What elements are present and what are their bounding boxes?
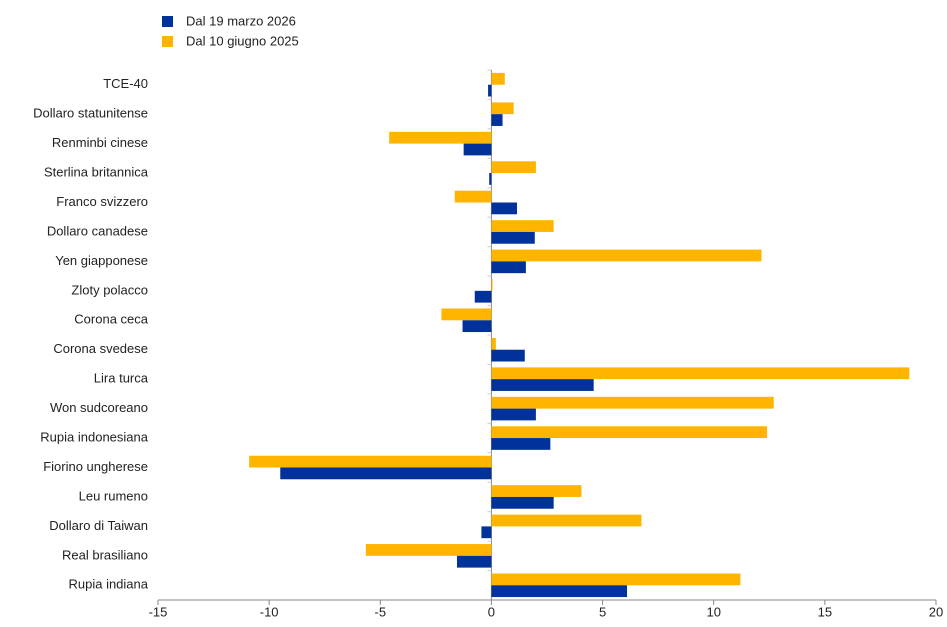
- legend-swatch: [162, 16, 173, 27]
- legend-label: Dal 10 giugno 2025: [186, 33, 299, 48]
- y-tick-label: Dollaro di Taiwan: [49, 518, 148, 533]
- bar: [491, 114, 503, 126]
- bar: [491, 367, 910, 380]
- y-tick-label: Leu rumeno: [79, 488, 148, 503]
- x-tick-label: 10: [706, 604, 720, 619]
- bar: [474, 290, 492, 303]
- bar: [491, 102, 514, 115]
- bar: [491, 231, 535, 244]
- bar: [491, 408, 536, 421]
- x-tick-label: 20: [929, 604, 943, 619]
- bar: [491, 396, 774, 409]
- y-tick-label: Corona svedese: [53, 341, 148, 356]
- bar: [491, 496, 554, 509]
- bar: [491, 202, 517, 215]
- bar: [489, 173, 492, 185]
- bar: [491, 514, 642, 527]
- bar: [491, 337, 496, 350]
- y-tick-label: TCE-40: [103, 76, 148, 91]
- y-tick-label: Franco svizzero: [56, 194, 148, 209]
- bar: [491, 249, 762, 262]
- x-tick-label: -10: [260, 604, 279, 619]
- bar: [463, 143, 492, 156]
- y-tick-label: Yen giapponese: [55, 253, 148, 268]
- bar: [491, 261, 526, 274]
- bar: [365, 544, 492, 556]
- y-tick-label: Won sudcoreano: [50, 400, 148, 415]
- y-tick-label: Corona ceca: [74, 312, 148, 327]
- x-tick-label: -5: [375, 604, 387, 619]
- y-tick-label: Rupia indiana: [68, 577, 148, 592]
- bar: [280, 467, 492, 480]
- bar: [488, 84, 492, 97]
- bar: [491, 573, 741, 586]
- bar: [491, 379, 594, 391]
- x-tick-label: 0: [488, 604, 495, 619]
- bar: [491, 279, 493, 291]
- bar: [491, 220, 554, 232]
- y-tick-label: Fiorino ungherese: [43, 459, 148, 474]
- bar: [441, 308, 492, 321]
- bar: [491, 349, 525, 362]
- bar: [462, 320, 492, 333]
- legend-swatch: [162, 36, 173, 47]
- y-tick-label: Sterlina britannica: [44, 164, 149, 179]
- bar: [249, 455, 492, 468]
- bar: [491, 485, 582, 497]
- x-tick-label: 5: [599, 604, 606, 619]
- legend-label: Dal 19 marzo 2026: [186, 13, 296, 28]
- bar: [456, 555, 492, 568]
- x-tick-label: -15: [149, 604, 168, 619]
- bar: [454, 190, 492, 203]
- bar: [491, 72, 505, 85]
- bar: [491, 585, 628, 598]
- x-tick-label: 15: [818, 604, 832, 619]
- bar: [491, 426, 768, 439]
- y-tick-label: Zloty polacco: [71, 282, 148, 297]
- bar: [389, 131, 492, 144]
- y-tick-label: Real brasiliano: [62, 547, 148, 562]
- bar: [481, 526, 492, 539]
- y-tick-label: Lira turca: [94, 371, 149, 386]
- bar: [491, 161, 536, 174]
- bar: [491, 438, 551, 450]
- y-tick-label: Dollaro canadese: [47, 223, 148, 238]
- y-tick-label: Rupia indonesiana: [40, 429, 148, 444]
- y-tick-label: Dollaro statunitense: [33, 106, 148, 121]
- y-tick-label: Renminbi cinese: [52, 135, 148, 150]
